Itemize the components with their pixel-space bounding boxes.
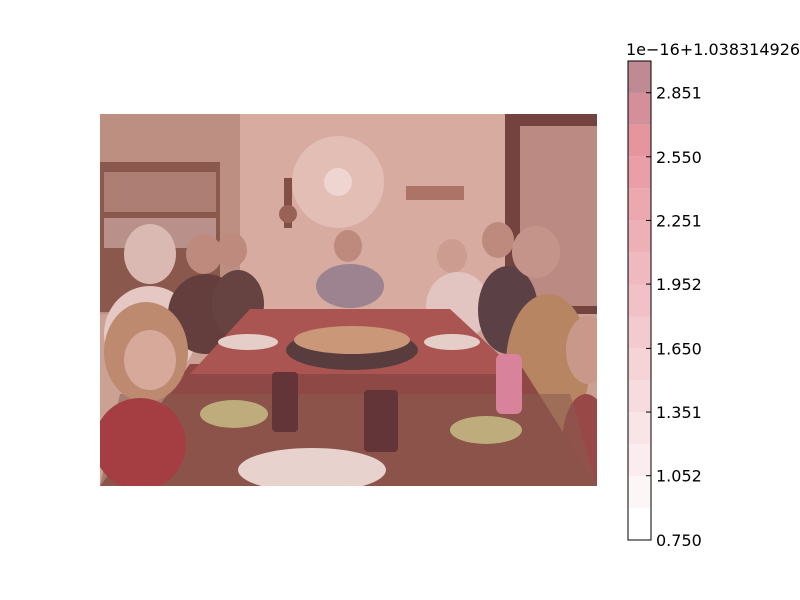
colorbar-frame <box>627 60 652 541</box>
colorbar-tick-label: 0.750 <box>656 531 702 550</box>
colorbar-offset-label: 1e−16+1.038314926 <box>626 40 800 59</box>
colorbar-levels <box>628 61 651 540</box>
colorbar-tick-label: 2.851 <box>656 84 702 103</box>
colorbar-tick-label: 1.052 <box>656 467 702 486</box>
colorbar-level <box>628 284 651 317</box>
colorbar-level <box>628 316 651 349</box>
colorbar-level <box>628 380 651 413</box>
barometer <box>284 178 292 228</box>
colorbar-level <box>628 508 651 540</box>
colorbar-tick-label: 2.251 <box>656 211 702 230</box>
colorbar-level <box>628 188 651 221</box>
tint-overlay <box>100 114 597 486</box>
colorbar-level <box>628 412 651 445</box>
colorbar-level <box>628 220 651 253</box>
plate <box>238 448 386 486</box>
colorbar-ticks: 0.750 1.052 1.351 1.650 1.952 2.251 2.550 2.851 <box>646 84 702 550</box>
glass <box>364 390 398 452</box>
dinner-scene <box>100 114 597 486</box>
colorbar-level <box>628 252 651 285</box>
colorbar-level <box>628 476 651 509</box>
colorbar-level <box>628 92 651 125</box>
colorbar: 1e−16+1.038314926 0.750 1.052 1.351 1.650 1.… <box>626 40 800 550</box>
colorbar-level <box>628 61 651 93</box>
colorbar-level <box>628 348 651 381</box>
colorbar-tick-label: 2.550 <box>656 148 702 167</box>
colorbar-tick-label: 1.952 <box>656 275 702 294</box>
wall-sign <box>406 186 464 200</box>
sippy-cup <box>496 354 522 414</box>
colorbar-level <box>628 124 651 157</box>
colorbar-tick-label: 1.650 <box>656 339 702 358</box>
colorbar-level <box>628 156 651 189</box>
wall-lamp <box>324 168 352 196</box>
colorbar-level <box>628 444 651 477</box>
colorbar-tick-label: 1.351 <box>656 403 702 422</box>
photo-image <box>100 114 597 486</box>
glass <box>272 372 298 432</box>
